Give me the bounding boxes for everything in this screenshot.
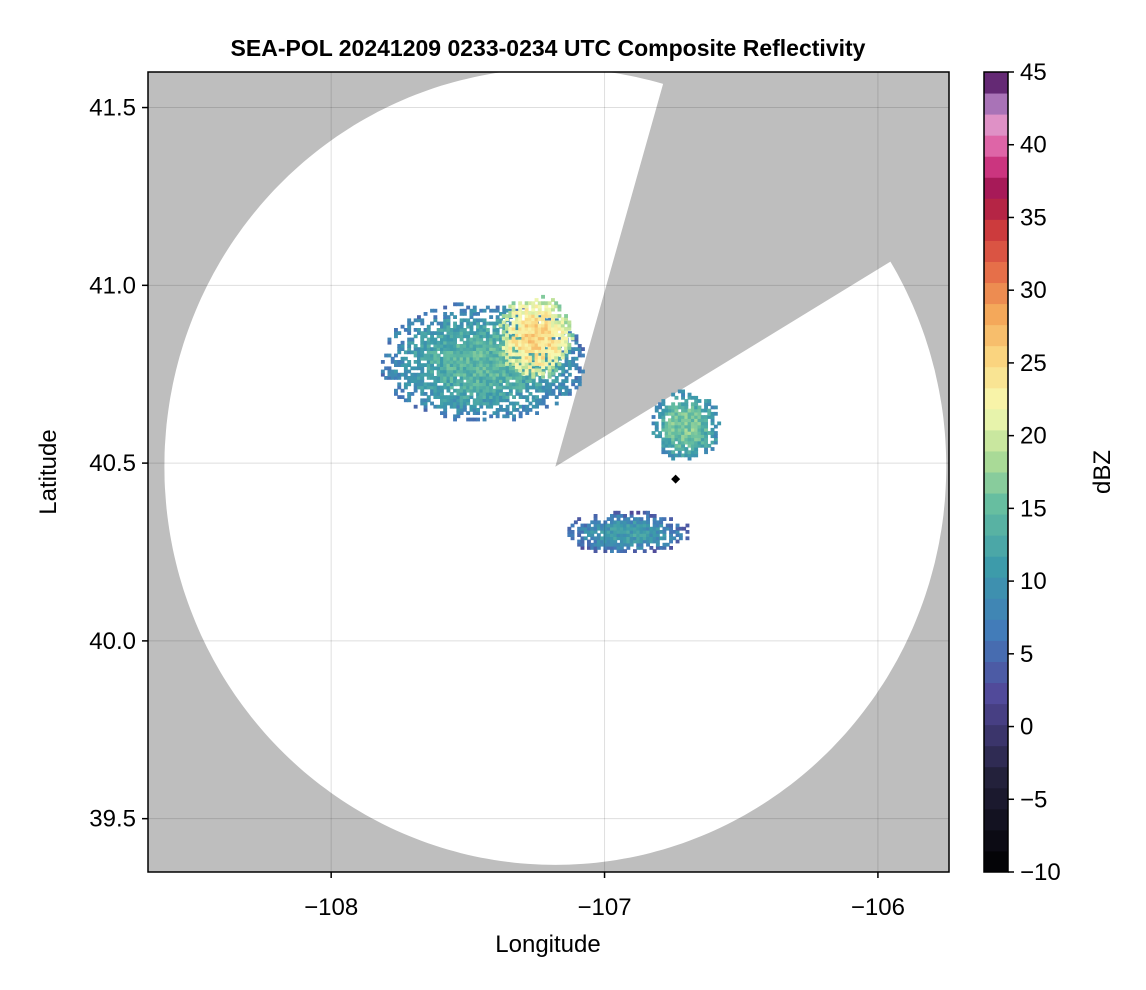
colorbar-band: [984, 93, 1008, 115]
colorbar: −10 −5 0 5 10 15 20 25 30 35 40 45: [983, 59, 1061, 886]
colorbar-band: [984, 787, 1008, 810]
colorbar-tick-label: 35: [1020, 204, 1047, 231]
reflectivity-echoes: [380, 294, 722, 553]
colorbar-band: [984, 493, 1008, 515]
colorbar-band: [984, 177, 1008, 199]
x-tick-label: −108: [304, 894, 358, 921]
colorbar-band: [984, 619, 1008, 641]
colorbar-tick-label: 45: [1020, 59, 1047, 86]
colorbar-tick-label: 15: [1020, 495, 1047, 522]
colorbar-band: [984, 850, 1008, 873]
colorbar-band: [984, 261, 1008, 284]
colorbar-band: [984, 198, 1008, 220]
y-tick-label: 39.5: [89, 806, 136, 833]
colorbar-band: [984, 598, 1008, 620]
gridlines: [148, 72, 949, 872]
colorbar-band: [984, 324, 1008, 347]
colorbar-band: [984, 682, 1008, 705]
colorbar-tick-label: 10: [1020, 568, 1047, 595]
x-tick-label: −106: [851, 894, 905, 921]
colorbar-band: [984, 724, 1008, 747]
colorbar-band: [984, 114, 1008, 136]
colorbar-band: [984, 450, 1008, 473]
colorbar-band: [984, 766, 1008, 789]
colorbar-band: [984, 366, 1008, 389]
colorbar-band: [984, 429, 1008, 452]
colorbar-band: [984, 72, 1008, 94]
colorbar-band: [984, 282, 1008, 305]
colorbar-band: [984, 387, 1008, 410]
y-tick-label: 41.5: [89, 95, 136, 122]
colorbar-band: [984, 472, 1008, 494]
colorbar-band: [984, 219, 1008, 241]
site-marker: [671, 474, 681, 484]
colorbar-frame: [983, 71, 1009, 873]
y-axis-label: Latitude: [35, 429, 62, 514]
colorbar-band: [984, 135, 1008, 157]
y-axis: 39.5 40.0 40.5 41.0 41.5: [89, 95, 148, 833]
colorbar-band: [984, 514, 1008, 536]
y-tick-label: 40.5: [89, 450, 136, 477]
colorbar-band: [984, 240, 1008, 262]
colorbar-band: [984, 703, 1008, 726]
colorbar-band: [984, 556, 1008, 578]
colorbar-tick-label: 0: [1020, 714, 1033, 741]
colorbar-band: [984, 535, 1008, 557]
colorbar-tick-label: 40: [1020, 132, 1047, 159]
x-axis: −108 −107 −106: [304, 872, 905, 921]
x-tick-label: −107: [578, 894, 632, 921]
colorbar-band: [984, 745, 1008, 768]
chart-title: SEA-POL 20241209 0233-0234 UTC Composite…: [231, 35, 866, 61]
colorbar-band: [984, 345, 1008, 368]
colorbar-band: [984, 408, 1008, 431]
colorbar-tick-label: 25: [1020, 350, 1047, 377]
colorbar-band: [984, 156, 1008, 178]
colorbar-tick-label: 5: [1020, 641, 1033, 668]
echo-region-east-cluster: [651, 389, 722, 461]
colorbar-band: [984, 303, 1008, 326]
echo-region-north-core: [498, 294, 575, 379]
y-tick-label: 41.0: [89, 272, 136, 299]
echo-region-south-band: [567, 510, 690, 553]
echo-region-northwest-cluster: [380, 302, 585, 422]
colorbar-band: [984, 829, 1008, 852]
plot-area: [147, 71, 950, 873]
colorbar-tick-label: −5: [1020, 786, 1047, 813]
radar-coverage-area: [164, 72, 947, 865]
colorbar-tick-label: 20: [1020, 423, 1047, 450]
colorbar-tick-label: 30: [1020, 277, 1047, 304]
colorbar-band: [984, 808, 1008, 831]
x-axis-label: Longitude: [495, 931, 600, 958]
y-tick-label: 40.0: [89, 628, 136, 655]
plot-frame: [147, 71, 950, 873]
colorbar-tick-label: −10: [1020, 859, 1061, 886]
colorbar-band: [984, 661, 1008, 684]
colorbar-band: [984, 577, 1008, 599]
colorbar-label: dBZ: [1089, 450, 1116, 494]
colorbar-band: [984, 640, 1008, 662]
